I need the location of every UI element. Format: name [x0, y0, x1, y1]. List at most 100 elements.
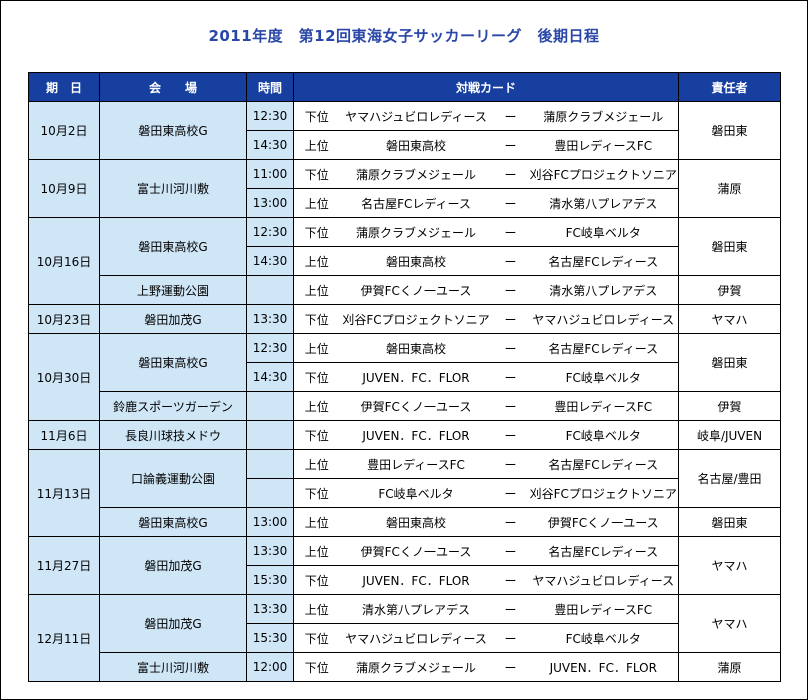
- away-team-cell: 豊田レディースFC: [528, 130, 680, 160]
- time-cell: 13:30: [246, 536, 294, 566]
- header-date: 期 日: [28, 72, 100, 102]
- versus-dash: ー: [492, 217, 529, 247]
- time-cell: 11:00: [246, 159, 294, 189]
- rank-cell: 上位: [293, 536, 340, 566]
- responsible-cell: 磐田東: [678, 217, 782, 276]
- time-cell: 13:30: [246, 594, 294, 624]
- rank-cell: 上位: [293, 507, 340, 537]
- rank-cell: 下位: [293, 362, 340, 392]
- date-cell: 12月11日: [28, 594, 100, 682]
- away-team-cell: 豊田レディースFC: [528, 391, 680, 421]
- away-team-cell: 名古屋FCレディース: [528, 333, 680, 363]
- home-team-cell: 清水第八プレアデス: [339, 594, 493, 624]
- versus-dash: ー: [492, 188, 529, 218]
- venue-cell: 富士川河川敷: [99, 159, 247, 218]
- table-row: 磐田東高校G 13:00 上位 磐田東高校ー伊賀FCくノ一ユース 磐田東: [29, 507, 782, 537]
- responsible-cell: 名古屋/豊田: [678, 449, 782, 508]
- versus-dash: ー: [492, 333, 529, 363]
- away-team-cell: FC岐阜ベルタ: [528, 217, 680, 247]
- time-cell: [246, 275, 294, 305]
- versus-dash: ー: [492, 623, 529, 653]
- away-team-cell: 蒲原クラブメジェール: [528, 101, 680, 131]
- away-team-cell: 刈谷FCプロジェクトソニア: [528, 478, 680, 508]
- away-team-cell: ヤマハジュビロレディース: [528, 565, 680, 595]
- time-cell: [246, 420, 294, 450]
- time-cell: 13:00: [246, 507, 294, 537]
- versus-dash: ー: [492, 275, 529, 305]
- rank-cell: 上位: [293, 333, 340, 363]
- responsible-cell: 磐田東: [678, 101, 782, 160]
- home-team-cell: JUVEN．FC．FLOR: [339, 420, 493, 450]
- home-team-cell: 磐田東高校: [339, 130, 493, 160]
- time-cell: [246, 391, 294, 421]
- responsible-cell: ヤマハ: [678, 304, 782, 334]
- away-team-cell: FC岐阜ベルタ: [528, 420, 680, 450]
- date-cell: 10月2日: [28, 101, 100, 160]
- home-team-cell: 磐田東高校: [339, 246, 493, 276]
- home-team-cell: 蒲原クラブメジェール: [339, 159, 493, 189]
- home-team-cell: 刈谷FCプロジェクトソニア: [339, 304, 493, 334]
- table-row: 10月9日 富士川河川敷 11:00 下位 蒲原クラブメジェールー刈谷FCプロジェクトソ…: [28, 159, 782, 218]
- versus-dash: ー: [492, 507, 529, 537]
- home-team-cell: 伊賀FCくノ一ユース: [339, 391, 493, 421]
- home-team-cell: 豊田レディースFC: [339, 449, 493, 479]
- date-cell: 11月6日: [28, 420, 100, 450]
- header-row: 期 日 会 場 時間 対戦カード 責任者: [28, 72, 782, 102]
- responsible-cell: 磐田東: [678, 507, 782, 537]
- versus-dash: ー: [492, 449, 529, 479]
- table-row: 11月27日 磐田加茂G 13:30 上位 伊賀FCくノ一ユースー名古屋FCレディースヤ…: [28, 536, 782, 595]
- responsible-cell: 蒲原: [678, 159, 782, 218]
- away-team-cell: 清水第八プレアデス: [528, 188, 680, 218]
- venue-cell: 磐田加茂G: [99, 536, 247, 595]
- venue-cell: 磐田加茂G: [99, 304, 247, 334]
- versus-dash: ー: [492, 420, 529, 450]
- away-team-cell: 名古屋FCレディース: [528, 246, 680, 276]
- rank-cell: 下位: [293, 304, 340, 334]
- time-cell: [246, 449, 294, 479]
- responsible-cell: 伊賀: [678, 275, 782, 305]
- rank-cell: 上位: [293, 188, 340, 218]
- home-team-cell: 磐田東高校: [339, 507, 493, 537]
- home-team-cell: 蒲原クラブメジェール: [339, 652, 493, 682]
- venue-cell: 磐田東高校G: [99, 101, 247, 160]
- table-row: 11月6日 長良川球技メドウ 下位 JUVEN．FC．FLOR ー FC岐阜ベルタ 岐阜/J…: [28, 420, 782, 450]
- responsible-cell: ヤマハ: [678, 594, 782, 653]
- time-cell: [246, 478, 294, 508]
- versus-dash: ー: [492, 652, 529, 682]
- table-row: 下位 FC岐阜ベルター刈谷FCプロジェクトソニア: [29, 478, 781, 508]
- table-row: 14:30 上位 磐田東高校ー名古屋FCレディース: [29, 246, 781, 276]
- rank-cell: 上位: [293, 275, 340, 305]
- table-row: 富士川河川敷 12:00 下位 蒲原クラブメジェールー JUVEN．FC．FLOR 蒲原: [29, 652, 782, 682]
- venue-cell: 鈴鹿スポーツガーデン: [99, 391, 247, 421]
- versus-dash: ー: [492, 246, 529, 276]
- table-row: 12月11日 磐田加茂G 13:30 上位 清水第八プレアデスー豊田レディースFC ヤマハ: [28, 594, 782, 682]
- header-time: 時間: [246, 72, 294, 102]
- rank-cell: 下位: [293, 652, 340, 682]
- versus-dash: ー: [492, 362, 529, 392]
- table-row: 10月16日 磐田東高校G 12:30 下位 蒲原クラブメジェールー FC岐阜ベルタ 磐田東: [28, 217, 782, 305]
- rank-cell: 下位: [293, 623, 340, 653]
- away-team-cell: FC岐阜ベルタ: [528, 362, 680, 392]
- home-team-cell: 名古屋FCレディース: [339, 188, 493, 218]
- away-team-cell: 豊田レディースFC: [528, 594, 680, 624]
- venue-cell: 磐田加茂G: [99, 594, 247, 653]
- rank-cell: 下位: [293, 159, 340, 189]
- venue-cell: 上野運動公園: [99, 275, 247, 305]
- away-team-cell: FC岐阜ベルタ: [528, 623, 680, 653]
- date-cell: 10月30日: [28, 333, 100, 421]
- responsible-cell: 磐田東: [678, 333, 782, 392]
- time-cell: 14:30: [246, 130, 294, 160]
- date-cell: 10月16日: [28, 217, 100, 305]
- date-cell: 10月23日: [28, 304, 100, 334]
- home-team-cell: 伊賀FCくノ一ユース: [339, 536, 493, 566]
- table-row: 鈴鹿スポーツガーデン 上位 伊賀FCくノ一ユースー豊田レディースFC 伊賀: [29, 391, 782, 421]
- home-team-cell: FC岐阜ベルタ: [339, 478, 493, 508]
- away-team-cell: ヤマハジュビロレディース: [528, 304, 680, 334]
- home-team-cell: ヤマハジュビロレディース: [339, 623, 493, 653]
- venue-cell: 口論義運動公園: [99, 449, 247, 508]
- rank-cell: 上位: [293, 449, 340, 479]
- time-cell: 13:00: [246, 188, 294, 218]
- rank-cell: 上位: [293, 391, 340, 421]
- rank-cell: 下位: [293, 565, 340, 595]
- versus-dash: ー: [492, 391, 529, 421]
